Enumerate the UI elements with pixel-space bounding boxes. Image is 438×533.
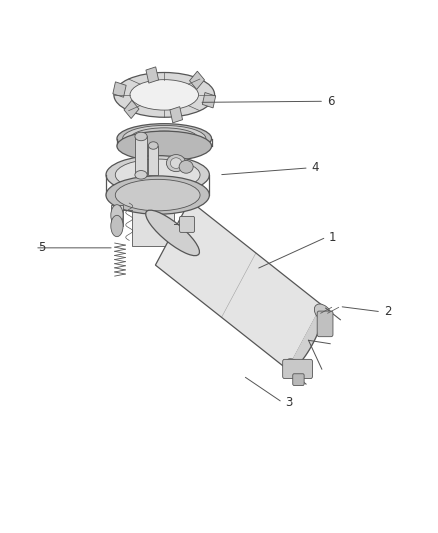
Ellipse shape bbox=[130, 128, 198, 149]
FancyBboxPatch shape bbox=[170, 107, 183, 123]
Ellipse shape bbox=[135, 171, 147, 179]
Ellipse shape bbox=[146, 210, 199, 256]
Ellipse shape bbox=[151, 134, 177, 143]
FancyBboxPatch shape bbox=[180, 216, 194, 232]
Ellipse shape bbox=[115, 159, 200, 191]
FancyBboxPatch shape bbox=[190, 71, 205, 90]
FancyBboxPatch shape bbox=[293, 374, 304, 385]
Ellipse shape bbox=[314, 304, 332, 322]
FancyBboxPatch shape bbox=[317, 311, 333, 337]
FancyBboxPatch shape bbox=[124, 100, 139, 118]
Ellipse shape bbox=[148, 142, 158, 149]
Ellipse shape bbox=[123, 125, 206, 152]
Ellipse shape bbox=[106, 156, 209, 194]
Ellipse shape bbox=[115, 179, 200, 211]
Ellipse shape bbox=[117, 124, 212, 154]
Text: 6: 6 bbox=[327, 95, 335, 108]
FancyBboxPatch shape bbox=[111, 205, 123, 226]
Ellipse shape bbox=[130, 79, 198, 110]
Ellipse shape bbox=[179, 160, 193, 173]
Polygon shape bbox=[288, 305, 324, 370]
Ellipse shape bbox=[117, 131, 212, 161]
Text: 1: 1 bbox=[329, 231, 337, 244]
Ellipse shape bbox=[111, 215, 123, 237]
Ellipse shape bbox=[285, 359, 303, 377]
Ellipse shape bbox=[170, 158, 182, 168]
FancyBboxPatch shape bbox=[135, 136, 147, 175]
Text: 2: 2 bbox=[384, 305, 392, 318]
FancyBboxPatch shape bbox=[148, 146, 158, 175]
FancyBboxPatch shape bbox=[146, 67, 159, 83]
FancyBboxPatch shape bbox=[132, 195, 174, 246]
Ellipse shape bbox=[141, 131, 188, 146]
Ellipse shape bbox=[135, 132, 147, 141]
Ellipse shape bbox=[106, 176, 209, 214]
Polygon shape bbox=[155, 201, 322, 369]
FancyBboxPatch shape bbox=[283, 359, 312, 378]
FancyBboxPatch shape bbox=[113, 82, 126, 97]
Ellipse shape bbox=[114, 72, 215, 117]
Text: 3: 3 bbox=[286, 396, 293, 409]
Ellipse shape bbox=[166, 155, 186, 172]
Ellipse shape bbox=[111, 205, 123, 226]
Text: 5: 5 bbox=[38, 241, 45, 254]
FancyBboxPatch shape bbox=[202, 93, 215, 108]
Text: 4: 4 bbox=[311, 161, 319, 174]
